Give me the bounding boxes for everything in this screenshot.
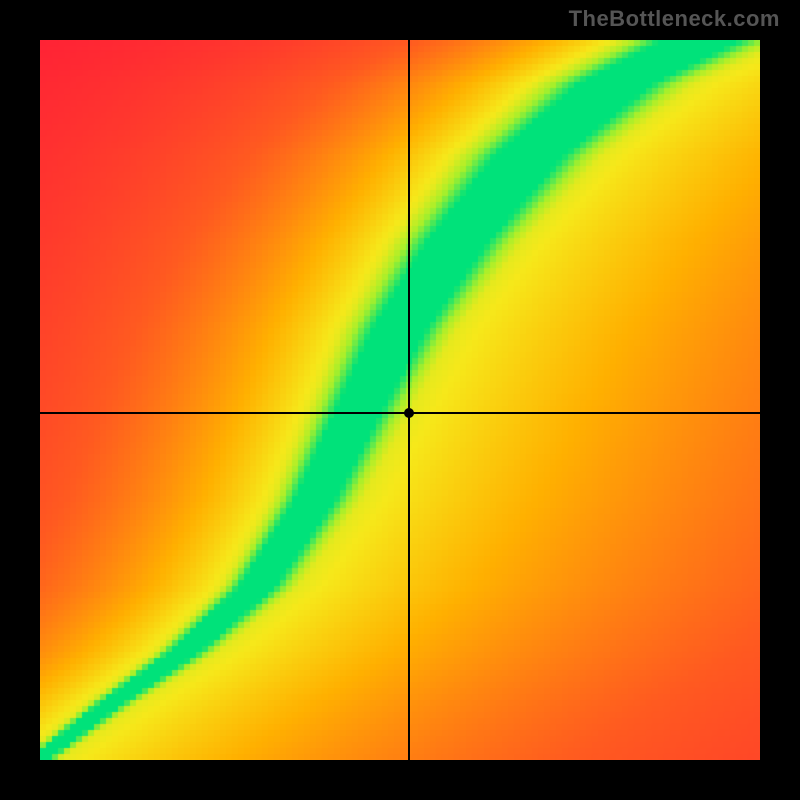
heatmap-canvas xyxy=(40,40,760,760)
marker-dot xyxy=(404,408,414,418)
chart-container: TheBottleneck.com xyxy=(0,0,800,800)
crosshair-horizontal xyxy=(40,412,760,414)
watermark-text: TheBottleneck.com xyxy=(569,6,780,32)
plot-area xyxy=(40,40,760,760)
crosshair-vertical xyxy=(408,40,410,760)
